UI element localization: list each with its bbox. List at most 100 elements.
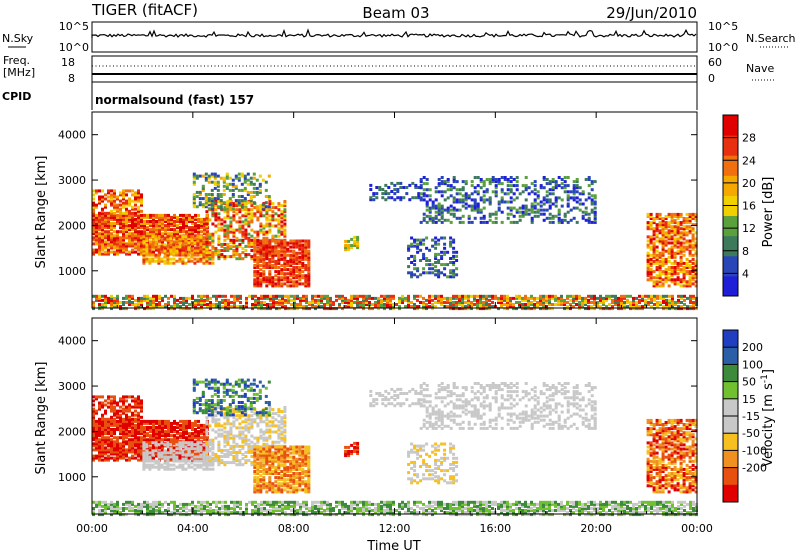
power-cell xyxy=(179,296,182,300)
power-cell xyxy=(205,244,209,248)
velocity-cell xyxy=(134,403,137,407)
power-cell xyxy=(307,268,311,272)
power-cell xyxy=(476,202,480,206)
power-cell xyxy=(533,204,537,208)
power-cell xyxy=(449,188,453,192)
velocity-cell xyxy=(95,444,98,448)
power-cell xyxy=(386,303,389,306)
power-cell xyxy=(213,174,217,178)
power-cell xyxy=(473,202,477,206)
power-cell xyxy=(251,305,254,309)
power-cell xyxy=(131,228,134,232)
power-cell xyxy=(548,216,552,220)
power-cell xyxy=(158,222,161,225)
power-cell xyxy=(649,239,653,243)
power-cell xyxy=(530,307,533,311)
power-cell xyxy=(682,237,686,241)
power-cell xyxy=(425,204,429,208)
power-cell xyxy=(185,213,188,217)
power-cell xyxy=(673,233,677,237)
power-cell xyxy=(278,298,281,302)
power-cell xyxy=(524,176,528,179)
power-cell xyxy=(425,202,429,206)
velocity-cell xyxy=(95,409,98,413)
power-cell xyxy=(246,190,250,194)
power-cell xyxy=(197,307,200,311)
power-cell xyxy=(244,212,248,216)
velocity-heatmap xyxy=(92,378,698,517)
power-cell xyxy=(411,196,415,200)
power-cell xyxy=(95,220,98,223)
power-cell xyxy=(228,203,232,207)
power-cell xyxy=(173,294,176,298)
power-cell xyxy=(125,246,128,250)
power-cell xyxy=(304,284,308,288)
power-cell xyxy=(226,236,230,240)
power-cell xyxy=(575,190,579,194)
velocity-cell xyxy=(113,423,116,427)
power-cell xyxy=(443,273,447,277)
power-cell xyxy=(682,245,686,249)
power-cell xyxy=(679,215,683,218)
power-cell xyxy=(638,307,641,311)
power-cell xyxy=(161,232,164,236)
velocity-cell xyxy=(131,446,134,450)
velocity-cell xyxy=(131,413,134,417)
power-cell xyxy=(479,186,483,190)
power-cell xyxy=(652,243,656,247)
power-cell xyxy=(217,228,221,232)
power-cell xyxy=(158,294,161,298)
power-cell xyxy=(301,282,305,286)
power-cell xyxy=(452,257,456,260)
velocity-cell xyxy=(202,457,206,461)
power-cell xyxy=(356,294,359,298)
power-cell xyxy=(154,235,158,239)
power-cell xyxy=(201,188,205,192)
power-cell xyxy=(146,305,149,309)
power-cell xyxy=(551,296,554,300)
velocity-cell xyxy=(128,421,131,425)
velocity-cell xyxy=(101,401,104,405)
power-cell xyxy=(142,247,146,251)
power-cell xyxy=(679,237,683,241)
power-cell xyxy=(202,237,206,241)
power-cell xyxy=(365,303,368,306)
power-cell xyxy=(98,307,101,311)
velocity-cell xyxy=(110,442,113,446)
power-cell xyxy=(545,301,548,304)
power-cell xyxy=(137,244,140,248)
power-cell xyxy=(449,242,453,246)
power-cell xyxy=(289,253,293,257)
power-cell xyxy=(632,305,635,309)
power-cell xyxy=(304,251,308,255)
power-cell xyxy=(428,301,431,304)
power-cell xyxy=(408,198,412,202)
power-cell xyxy=(104,252,107,256)
power-cell xyxy=(655,215,659,218)
power-cell xyxy=(224,307,227,311)
power-cell xyxy=(443,218,447,222)
power-cell xyxy=(271,210,275,214)
power-cell xyxy=(620,294,623,298)
power-cell xyxy=(677,307,680,311)
power-cell xyxy=(386,296,389,300)
power-cell xyxy=(198,203,202,207)
power-cell xyxy=(670,274,674,278)
power-cell xyxy=(649,221,653,225)
power-cell xyxy=(311,298,314,302)
power-cell xyxy=(232,249,236,252)
power-cell xyxy=(255,186,259,190)
power-cell xyxy=(695,307,698,311)
power-cell xyxy=(563,307,566,311)
power-cell xyxy=(646,212,650,216)
power-cell xyxy=(193,253,197,257)
power-cell xyxy=(280,249,284,253)
power-cell xyxy=(662,294,665,298)
power-cell xyxy=(277,251,281,255)
power-cell xyxy=(98,298,101,302)
power-cell xyxy=(661,282,665,286)
power-cell xyxy=(266,305,269,309)
power-cell xyxy=(332,303,335,306)
power-cell xyxy=(252,176,256,180)
power-cell xyxy=(215,298,218,302)
